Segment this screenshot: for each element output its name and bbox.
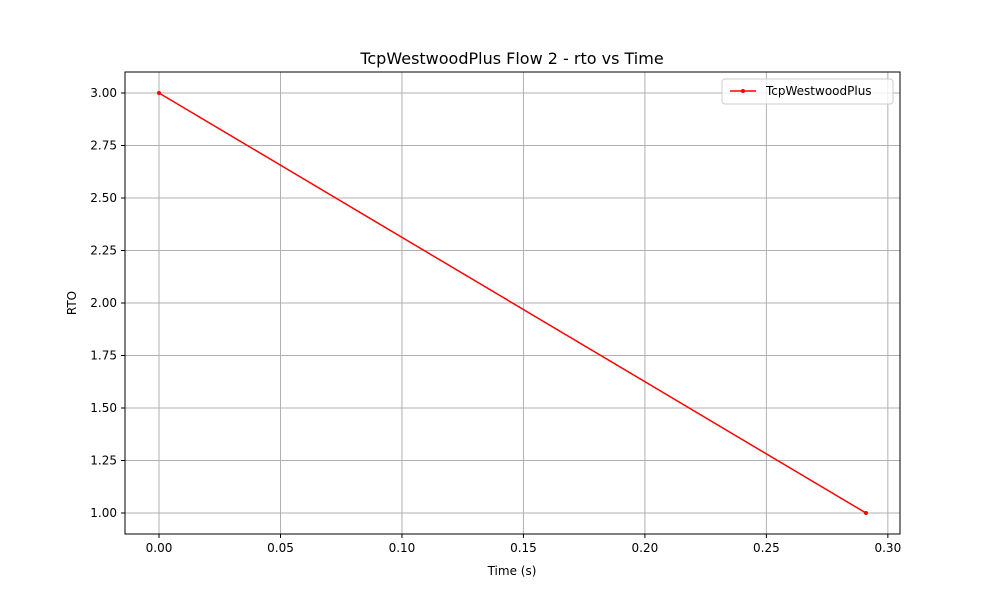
y-tick-label: 1.75 <box>90 349 117 363</box>
legend-label: TcpWestwoodPlus <box>765 84 872 98</box>
x-tick-label: 0.25 <box>753 541 780 555</box>
series-point <box>157 91 162 95</box>
y-axis: 1.00 1.25 1.50 1.75 2.00 2.25 2.50 2.75 3.00 <box>90 86 125 520</box>
y-tick-label: 2.25 <box>90 244 117 258</box>
grid <box>125 72 900 534</box>
x-tick-label: 0.15 <box>510 541 537 555</box>
y-axis-label: RTO <box>65 291 79 315</box>
legend: TcpWestwoodPlus <box>721 78 894 105</box>
y-tick-label: 2.00 <box>90 296 117 310</box>
y-tick-label: 3.00 <box>90 86 117 100</box>
x-axis: 0.00 0.05 0.10 0.15 0.20 0.25 0.30 <box>146 534 901 555</box>
y-tick-label: 1.50 <box>90 401 117 415</box>
x-tick-label: 0.20 <box>632 541 659 555</box>
series-point <box>863 511 868 515</box>
x-tick-label: 0.10 <box>389 541 416 555</box>
x-tick-label: 0.30 <box>874 541 901 555</box>
x-tick-label: 0.00 <box>146 541 173 555</box>
legend-box <box>721 78 894 105</box>
legend-swatch-marker <box>741 89 745 93</box>
y-tick-label: 2.50 <box>90 191 117 205</box>
y-tick-label: 1.25 <box>90 454 117 468</box>
chart-title: TcpWestwoodPlus Flow 2 - rto vs Time <box>359 49 663 68</box>
y-tick-label: 1.00 <box>90 506 117 520</box>
series-line <box>158 92 867 514</box>
y-tick-label: 2.75 <box>90 139 117 153</box>
x-tick-label: 0.05 <box>267 541 294 555</box>
series-layer <box>157 91 868 515</box>
x-axis-label: Time (s) <box>487 564 537 578</box>
